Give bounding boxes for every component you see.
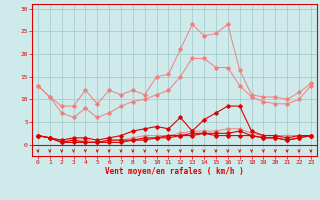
X-axis label: Vent moyen/en rafales ( km/h ): Vent moyen/en rafales ( km/h ) (105, 167, 244, 176)
